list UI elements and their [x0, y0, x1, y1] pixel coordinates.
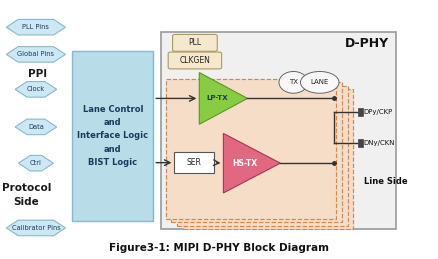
- Text: Side: Side: [14, 197, 39, 207]
- FancyBboxPatch shape: [171, 82, 342, 222]
- Text: CLKGEN: CLKGEN: [180, 56, 210, 65]
- Polygon shape: [223, 133, 280, 193]
- FancyBboxPatch shape: [166, 79, 336, 219]
- Polygon shape: [6, 220, 66, 236]
- FancyBboxPatch shape: [183, 89, 353, 229]
- Text: Data: Data: [28, 124, 44, 130]
- Text: LP-TX: LP-TX: [207, 95, 228, 102]
- FancyBboxPatch shape: [177, 86, 348, 226]
- Text: DNy/CKN: DNy/CKN: [364, 140, 395, 146]
- Text: Figure3-1: MIPI D-PHY Block Diagram: Figure3-1: MIPI D-PHY Block Diagram: [109, 242, 329, 253]
- Text: Clock: Clock: [27, 86, 45, 92]
- Text: Protocol: Protocol: [2, 183, 51, 193]
- FancyBboxPatch shape: [161, 32, 396, 229]
- Polygon shape: [6, 47, 66, 62]
- Text: HS-TX: HS-TX: [233, 159, 258, 168]
- FancyBboxPatch shape: [174, 152, 214, 173]
- Text: Line Side: Line Side: [364, 177, 407, 186]
- FancyBboxPatch shape: [168, 52, 222, 69]
- Polygon shape: [6, 19, 66, 35]
- Text: LANE: LANE: [311, 79, 329, 85]
- Text: SER: SER: [187, 158, 201, 167]
- Polygon shape: [199, 73, 247, 124]
- FancyBboxPatch shape: [358, 108, 363, 116]
- Text: TX: TX: [289, 79, 298, 85]
- Text: DPy/CKP: DPy/CKP: [364, 109, 393, 115]
- Text: Calibrator Pins: Calibrator Pins: [11, 225, 60, 231]
- FancyBboxPatch shape: [173, 34, 217, 51]
- Ellipse shape: [279, 71, 308, 93]
- Text: Lane Control
and
Interface Logic
and
BIST Logic: Lane Control and Interface Logic and BIS…: [77, 105, 148, 167]
- Text: D-PHY: D-PHY: [345, 37, 389, 50]
- Polygon shape: [15, 82, 57, 97]
- Polygon shape: [18, 155, 53, 171]
- Text: Global Pins: Global Pins: [18, 51, 54, 57]
- Polygon shape: [15, 119, 57, 135]
- FancyBboxPatch shape: [72, 51, 153, 221]
- Text: PLL: PLL: [188, 38, 201, 47]
- Text: PPI: PPI: [28, 69, 47, 79]
- FancyBboxPatch shape: [358, 139, 363, 147]
- Ellipse shape: [300, 71, 339, 93]
- Text: Ctrl: Ctrl: [30, 160, 42, 166]
- Text: PLL Pins: PLL Pins: [22, 24, 49, 30]
